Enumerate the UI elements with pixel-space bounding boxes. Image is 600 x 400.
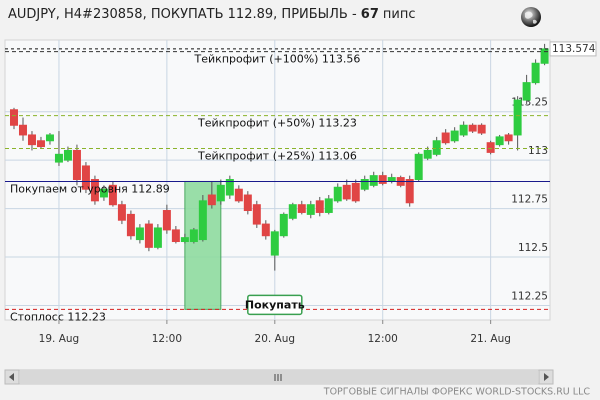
level-label: Стоплосс 112.23 bbox=[10, 310, 106, 323]
candle-body bbox=[270, 231, 279, 256]
candle-body bbox=[162, 210, 171, 231]
candle-body bbox=[252, 204, 261, 225]
candle-body bbox=[243, 194, 252, 212]
candle-body bbox=[450, 130, 459, 142]
current-price-label: 113.574 bbox=[552, 43, 596, 55]
y-tick-label: 113 bbox=[528, 145, 548, 157]
candle-body bbox=[360, 179, 369, 190]
signal-box bbox=[247, 294, 303, 316]
candle-body bbox=[135, 227, 144, 241]
candle-body bbox=[468, 124, 477, 132]
candle-body bbox=[216, 184, 225, 202]
level-label: Тейкпрофит (+25%) 113.06 bbox=[197, 150, 357, 163]
candle-body bbox=[351, 182, 360, 202]
title-prefix: AUDJPY, H4#230858, ПОКУПАТЬ 112.89, ПРИБ… bbox=[8, 7, 361, 22]
candle-body bbox=[513, 99, 522, 136]
candle-body bbox=[54, 153, 63, 163]
candle-body bbox=[126, 213, 135, 237]
candle-body bbox=[504, 134, 513, 142]
candle-body bbox=[81, 165, 90, 190]
candle-body bbox=[18, 124, 27, 136]
level-label: Тейкпрофит (+100%) 113.56 bbox=[194, 53, 361, 66]
title-suffix: пипс bbox=[383, 7, 416, 22]
candle-body bbox=[315, 200, 324, 213]
candle-body bbox=[180, 237, 189, 243]
candle-body bbox=[441, 132, 450, 144]
level-label: Тейкпрофит (+50%) 113.23 bbox=[197, 117, 357, 130]
x-tick-label: 12:00 bbox=[152, 333, 182, 345]
candle-body bbox=[207, 194, 216, 206]
level-label: Покупаем от уровня 112.89 bbox=[10, 182, 170, 195]
candle-body bbox=[279, 213, 288, 237]
candle-body bbox=[225, 179, 234, 196]
candle-body bbox=[108, 184, 117, 206]
signal-label: Покупать bbox=[245, 298, 305, 311]
y-tick-label: 112.5 bbox=[518, 242, 548, 254]
chart-title: AUDJPY, H4#230858, ПОКУПАТЬ 112.89, ПРИБ… bbox=[8, 7, 416, 22]
candle-body bbox=[495, 136, 504, 146]
candle-body bbox=[324, 198, 333, 213]
profit-pips: 67 bbox=[361, 7, 379, 22]
candle-body bbox=[261, 223, 270, 237]
candle-body bbox=[459, 124, 468, 136]
candle-body bbox=[333, 186, 342, 202]
candle-body bbox=[423, 149, 432, 159]
candle-body bbox=[387, 177, 396, 182]
candle-body bbox=[153, 227, 162, 248]
candle-body bbox=[72, 149, 81, 181]
footer: ТОРГОВЫЕ СИГНАЛЫ ФОРЕКС WORLD-STOCKS.RU … bbox=[323, 387, 591, 398]
candle-body bbox=[369, 175, 378, 186]
candle-body bbox=[531, 62, 540, 84]
candle-body bbox=[432, 140, 441, 155]
candle-body bbox=[297, 204, 306, 213]
x-tick-label: 20. Aug bbox=[255, 333, 296, 345]
candle-body bbox=[171, 229, 180, 243]
scrollbar[interactable] bbox=[4, 369, 554, 385]
candle-body bbox=[99, 188, 108, 198]
candle-body bbox=[90, 179, 99, 202]
y-tick-label: 112.25 bbox=[511, 290, 548, 302]
candle-body bbox=[522, 82, 531, 101]
candle-body bbox=[189, 229, 198, 243]
globe-icon[interactable] bbox=[521, 7, 541, 27]
current-price-box bbox=[549, 41, 597, 57]
y-tick-label: 112.75 bbox=[511, 194, 548, 206]
x-tick-label: 19. Aug bbox=[39, 333, 80, 345]
candle-body bbox=[198, 200, 207, 241]
candle-body bbox=[540, 48, 549, 64]
candle-body bbox=[36, 140, 45, 148]
candle-body bbox=[306, 204, 315, 215]
candle-body bbox=[9, 109, 18, 126]
candle-body bbox=[117, 204, 126, 221]
candle-body bbox=[144, 223, 153, 248]
candle-body bbox=[486, 142, 495, 153]
candle-body bbox=[414, 153, 423, 181]
x-tick-label: 12:00 bbox=[368, 333, 398, 345]
candle-body bbox=[378, 175, 387, 184]
x-tick-label: 21. Aug bbox=[470, 333, 511, 345]
candle-body bbox=[477, 124, 486, 134]
candle-body bbox=[405, 179, 414, 204]
candle-body bbox=[342, 184, 351, 200]
candle-body bbox=[234, 188, 243, 202]
candle-body bbox=[63, 149, 72, 161]
candle-body bbox=[288, 204, 297, 219]
candle-body bbox=[27, 134, 36, 146]
candle-body bbox=[45, 134, 54, 142]
